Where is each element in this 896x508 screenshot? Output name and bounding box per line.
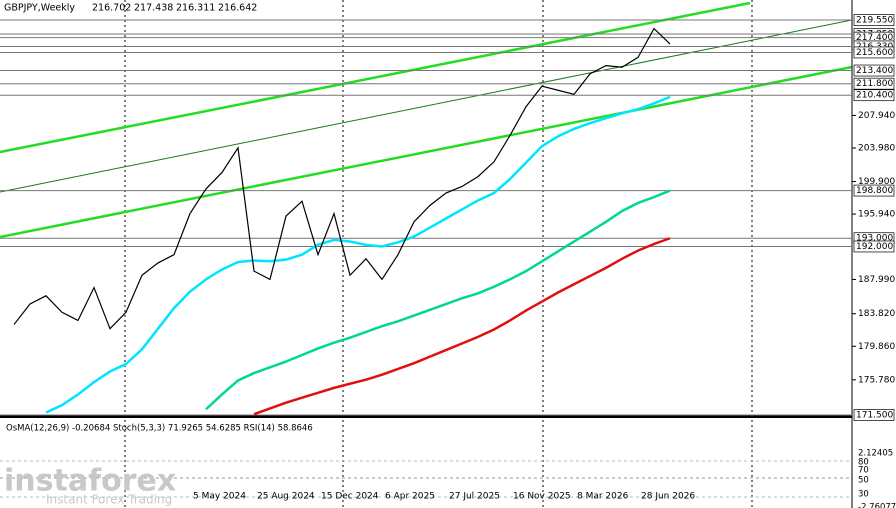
moving-average <box>253 237 671 416</box>
level-label-box <box>853 89 895 102</box>
x-tick-label: 28 Jun 2026 <box>641 492 695 502</box>
x-tick-label: 6 Apr 2025 <box>385 492 435 502</box>
y-tick-label: 195.940 <box>858 210 895 220</box>
level-label-box <box>853 46 895 59</box>
level-label: 215.600 <box>856 48 893 58</box>
y-tick-label: 207.940 <box>858 111 895 121</box>
y-tick-label: 179.860 <box>858 342 895 352</box>
level-label: 211.800 <box>856 79 893 89</box>
moving-average <box>45 95 671 414</box>
indicator-axis-label: 30 <box>858 490 869 500</box>
level-label: 198.800 <box>856 186 893 196</box>
y-tick-label: 187.990 <box>858 275 895 285</box>
level-label-box <box>853 409 895 421</box>
indicator-axis-label: -2.76077 <box>858 503 896 508</box>
level-label: 210.400 <box>856 91 893 101</box>
y-tick-label: 199.900 <box>858 177 895 187</box>
indicator-axis-label: 50 <box>858 476 869 486</box>
watermark-brand: instaforex <box>4 464 176 499</box>
inner-channel <box>0 19 853 193</box>
watermark-tagline: Instant Forex Trading <box>46 493 172 507</box>
symbol: GBPJPY,Weekly <box>4 3 75 14</box>
x-tick-label: 8 Mar 2026 <box>577 492 629 502</box>
close: 216.642 <box>218 3 257 14</box>
level-label: 219.550 <box>856 15 893 25</box>
level-label: 192.000 <box>856 242 893 252</box>
moving-average <box>205 189 671 411</box>
x-tick-label: 25 Aug 2024 <box>257 492 315 502</box>
level-label: 217.400 <box>856 33 893 43</box>
level-label-box <box>853 14 895 26</box>
x-tick-label: 15 Dec 2024 <box>321 492 379 502</box>
pane-divider <box>0 415 852 418</box>
x-tick-label: 5 May 2024 <box>193 492 246 502</box>
y-tick-label: 183.820 <box>858 309 895 319</box>
low: 216.311 <box>176 3 215 14</box>
level-label-box <box>853 240 895 253</box>
indicator-label: OsMA(12,26,9) -0.20684 Stoch(5,3,3) 71.9… <box>6 424 313 434</box>
y-tick-label: 175.780 <box>858 375 895 385</box>
level-label-box <box>853 77 895 90</box>
x-tick-label: 16 Nov 2025 <box>513 492 571 502</box>
price-line <box>13 27 671 330</box>
indicator-axis-label: 80 <box>858 458 869 468</box>
level-label: 213.400 <box>856 66 893 76</box>
indicator-axis-label: 70 <box>858 466 869 476</box>
level-label-box <box>853 64 895 77</box>
level-label-box <box>853 184 895 197</box>
level-label: 171.500 <box>856 411 893 421</box>
level-label: 193.000 <box>856 234 893 244</box>
x-tick-label: 27 Jul 2025 <box>449 492 500 502</box>
indicator-axis-label: 2.12405 <box>858 449 893 459</box>
y-tick-label: 203.980 <box>858 143 895 153</box>
high: 217.438 <box>134 3 173 14</box>
open: 216.702 <box>92 3 131 14</box>
